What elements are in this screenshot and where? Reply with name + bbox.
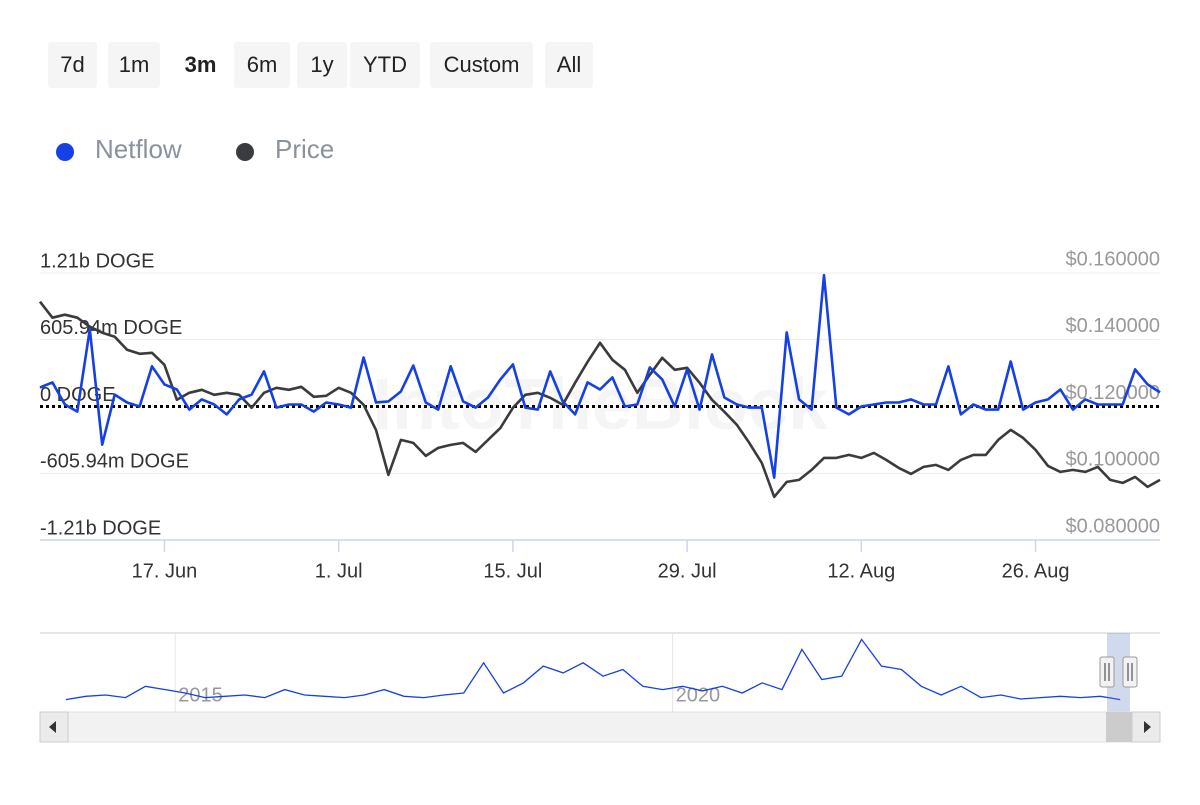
- y2-tick-label: $0.120000: [1065, 382, 1160, 404]
- x-tick-label: 1. Jul: [315, 560, 363, 582]
- range-button-label[interactable]: 3m: [185, 52, 217, 77]
- arrow-icon: [1144, 721, 1151, 733]
- y-tick-label: 605.94m DOGE: [40, 317, 182, 339]
- x-tick-label: 29. Jul: [658, 560, 717, 582]
- range-button[interactable]: [108, 42, 160, 88]
- y2-tick-label: $0.140000: [1065, 315, 1160, 337]
- scrollbar-thumb[interactable]: [1106, 712, 1132, 742]
- legend-marker[interactable]: [56, 143, 74, 161]
- navigator-selection: [1107, 633, 1130, 712]
- navigator-label: 2020: [676, 684, 721, 706]
- range-button[interactable]: [171, 42, 230, 88]
- range-button-label[interactable]: All: [557, 52, 581, 77]
- series-line: [39, 273, 1161, 479]
- range-button-label[interactable]: 6m: [247, 52, 278, 77]
- y2-tick-label: $0.100000: [1065, 449, 1160, 471]
- y-tick-label: -605.94m DOGE: [40, 451, 189, 473]
- navigator-label: 2015: [178, 684, 223, 706]
- y-tick-label: 1.21b DOGE: [40, 250, 155, 272]
- y-tick-label: -1.21b DOGE: [40, 517, 161, 539]
- range-button[interactable]: [350, 42, 420, 88]
- navigator-handle[interactable]: [1099, 656, 1115, 688]
- range-button-label[interactable]: 7d: [60, 52, 84, 77]
- range-button[interactable]: [430, 42, 533, 88]
- x-tick-label: 26. Aug: [1002, 560, 1070, 582]
- range-button-label[interactable]: 1m: [119, 52, 150, 77]
- scrollbar-track: [39, 711, 1161, 743]
- range-button-label[interactable]: Custom: [444, 52, 520, 77]
- legend-label[interactable]: Netflow: [95, 134, 182, 164]
- series-line: [38, 300, 1161, 499]
- x-tick-label: 15. Jul: [483, 560, 542, 582]
- navigator-handle[interactable]: [1122, 656, 1138, 688]
- legend-label[interactable]: Price: [275, 134, 334, 164]
- range-button-label[interactable]: 1y: [310, 52, 333, 77]
- range-button[interactable]: [297, 42, 347, 88]
- x-tick-label: 12. Aug: [827, 560, 895, 582]
- legend-marker[interactable]: [236, 143, 254, 161]
- arrow-icon: [49, 721, 56, 733]
- range-button[interactable]: [234, 42, 290, 88]
- y2-tick-label: $0.160000: [1065, 248, 1160, 270]
- navigator-line: [65, 638, 1121, 701]
- range-button[interactable]: [545, 42, 593, 88]
- x-tick-label: 17. Jun: [132, 560, 198, 582]
- range-button-label[interactable]: YTD: [363, 52, 407, 77]
- y2-tick-label: $0.080000: [1065, 515, 1160, 537]
- range-button[interactable]: [48, 42, 97, 88]
